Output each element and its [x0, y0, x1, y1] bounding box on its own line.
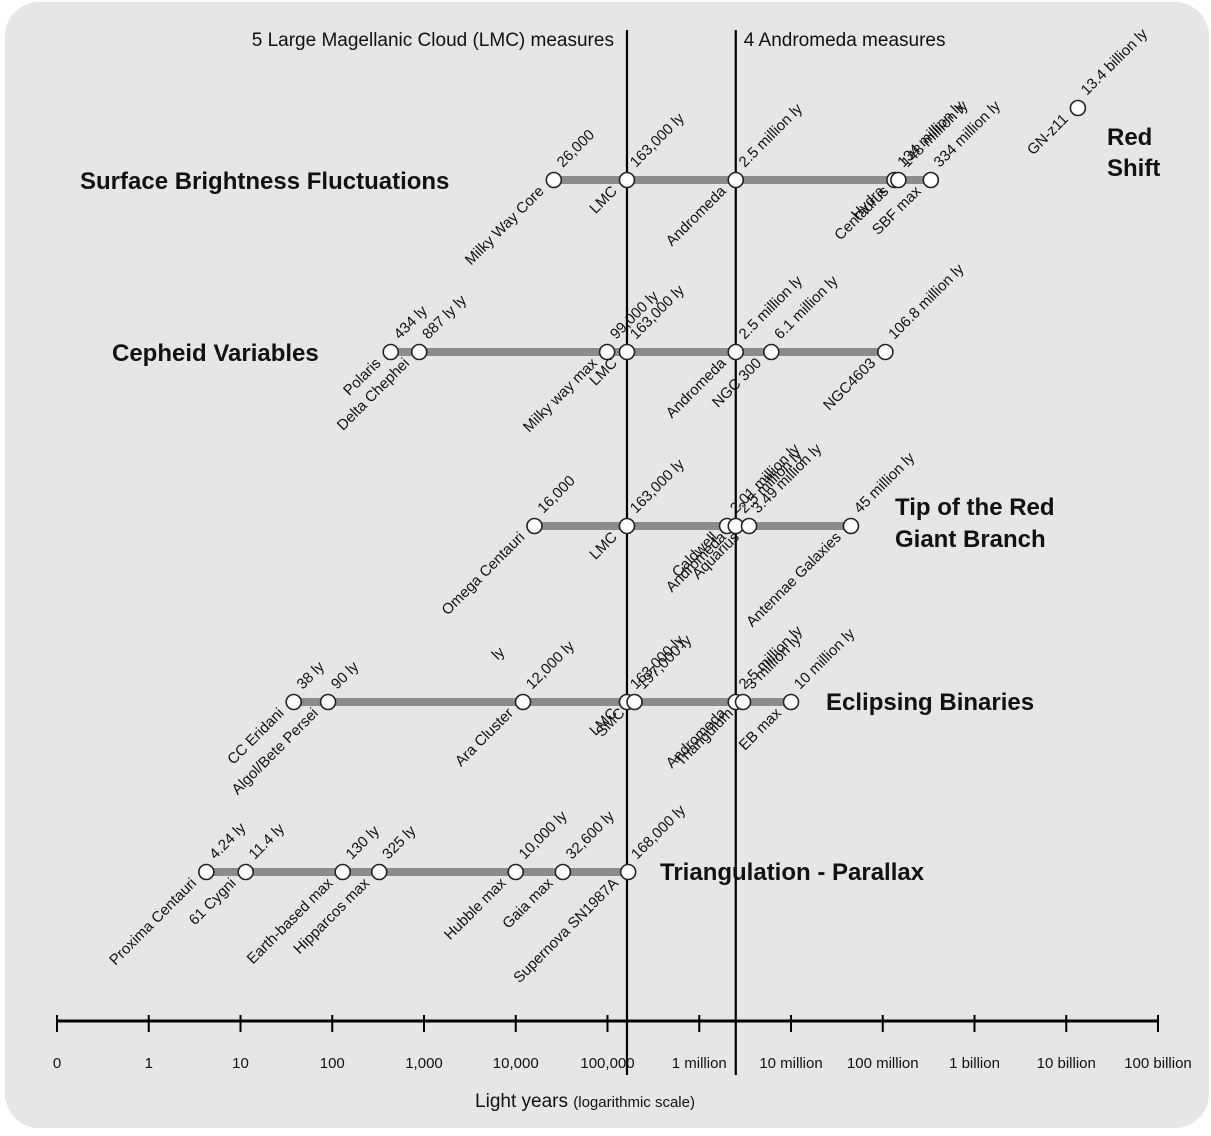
x-tick-label-100-000: 100,000 — [580, 1055, 634, 1072]
point-eclipsing-binaries-eb-max-marker — [782, 693, 800, 711]
x-tick-label-0: 0 — [53, 1055, 61, 1072]
point-tip-of-the-red-giant-branch-omega-centauri-marker — [526, 517, 543, 535]
point-cepheid-variables-polaris-marker — [382, 343, 400, 361]
point-eclipsing-binaries-algol-bete-persei-marker — [319, 693, 337, 711]
point-cepheid-variables-andromeda-marker — [727, 343, 745, 361]
rung-title-cepheid-variables-1: Cepheid Variables — [112, 340, 319, 367]
point-triangulation-parallax-proxima-centauri-marker — [198, 863, 215, 881]
x-tick-label-10: 10 — [232, 1055, 249, 1072]
x-axis-title-main: Light years — [475, 1091, 573, 1112]
point-surface-brightness-fluctuations-milky-way-core-marker — [545, 171, 563, 189]
rung-title-surface-brightness-fluctuations-1: Surface Brightness Fluctuations — [80, 168, 449, 195]
point-tip-of-the-red-giant-branch-antennae-galaxies-marker — [842, 517, 860, 535]
point-surface-brightness-fluctuations-lmc-marker — [618, 171, 636, 189]
rung-title-tip-of-the-red-giant-branch-2: Giant Branch — [895, 526, 1046, 553]
point-eclipsing-binaries-ara-cluster-marker — [514, 693, 532, 711]
point-cepheid-variables-lmc-marker — [618, 343, 636, 361]
point-surface-brightness-fluctuations-sbf-max-marker — [922, 171, 940, 189]
point-surface-brightness-fluctuations-centaurus-marker — [890, 171, 907, 189]
x-tick-label-1-billion: 1 billion — [949, 1055, 1000, 1072]
x-tick-label-100-million: 100 million — [847, 1055, 919, 1072]
x-axis: 0 1 10 100 1,000 10,000 100,000 1 million 10 mil… — [53, 1015, 1192, 1112]
x-axis-title-note: (logarithmic scale) — [573, 1094, 695, 1111]
x-tick-label-100: 100 — [320, 1055, 345, 1072]
point-triangulation-parallax-hipparcos-max-marker — [370, 863, 388, 881]
point-triangulation-parallax-hubble-max-marker — [507, 863, 525, 881]
x-tick-label-100-billion: 100 billion — [1124, 1055, 1192, 1072]
point-triangulation-parallax-earth-based-max-marker — [334, 863, 352, 881]
point-eclipsing-binaries-cc-eridani-marker — [285, 693, 302, 711]
data-points — [198, 99, 1087, 881]
rung-title-triangulation-parallax-1: Triangulation - Parallax — [660, 859, 925, 886]
reference-lines: 5 Large Magellanic Cloud (LMC) measures 4… — [252, 30, 946, 1075]
reference-line-label-lmc: 5 Large Magellanic Cloud (LMC) measures — [252, 30, 614, 51]
point-triangulation-parallax-gaia-max-marker — [554, 863, 572, 881]
point-cepheid-variables-ngc-300-marker — [763, 343, 780, 361]
x-tick-label-1-000: 1,000 — [405, 1055, 443, 1072]
rung-title-red-shift-2: Shift — [1107, 155, 1160, 182]
point-cepheid-variables-milky-way-max-marker — [598, 343, 616, 361]
x-tick-label-10-000: 10,000 — [493, 1055, 539, 1072]
point-triangulation-parallax-61-cygni-marker — [237, 863, 255, 881]
x-tick-label-1: 1 — [145, 1055, 153, 1072]
rung-title-tip-of-the-red-giant-branch-1: Tip of the Red — [895, 494, 1055, 521]
x-tick-label-10-million: 10 million — [759, 1055, 822, 1072]
rung-title-eclipsing-binaries-1: Eclipsing Binaries — [826, 689, 1034, 716]
point-red-shift-gn-z11-marker — [1069, 99, 1087, 117]
x-tick-label-1-million: 1 million — [672, 1055, 727, 1072]
point-surface-brightness-fluctuations-andromeda-marker — [727, 171, 745, 189]
background-panel — [5, 2, 1209, 1128]
rung-title-red-shift-1: Red — [1107, 124, 1152, 151]
point-tip-of-the-red-giant-branch-aquarius-marker — [740, 517, 758, 535]
point-cepheid-variables-delta-chephei-marker — [410, 343, 428, 361]
point-triangulation-parallax-supernova-sn1987a-marker — [619, 863, 637, 881]
point-eclipsing-binaries-triangulum-marker — [734, 693, 752, 711]
reference-line-label-andromeda: 4 Andromeda measures — [744, 30, 946, 51]
point-cepheid-variables-ngc4603-marker — [877, 343, 894, 361]
point-eclipsing-binaries-smc-marker — [626, 693, 643, 711]
x-tick-label-10-billion: 10 billion — [1037, 1055, 1096, 1072]
point-tip-of-the-red-giant-branch-lmc-marker — [618, 517, 636, 535]
x-axis-title: Light years (logarithmic scale) — [475, 1091, 695, 1112]
